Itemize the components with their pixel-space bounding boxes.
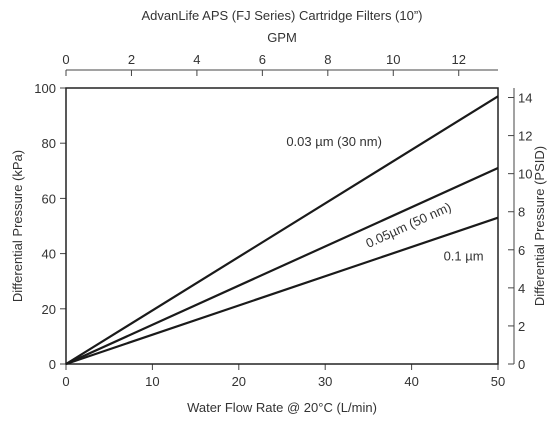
left-axis-tick-label: 60 (42, 191, 56, 206)
left-axis-tick-label: 40 (42, 247, 56, 262)
plot-frame (65, 87, 499, 365)
right-axis-tick-label: 4 (518, 281, 525, 296)
top-axis-tick-label: 8 (324, 52, 331, 67)
left-axis-tick-label: 80 (42, 136, 56, 151)
right-axis-tick-label: 14 (518, 91, 532, 106)
top-axis-tick-label: 10 (386, 52, 400, 67)
series-lines (65, 95, 499, 366)
series-label-2: 0.05µm (50 nm) (363, 199, 453, 251)
left-axis-tick-label: 20 (42, 302, 56, 317)
right-axis-label: Differential Pressure (PSID) (532, 146, 547, 306)
top-axis-label: GPM (267, 30, 297, 45)
bottom-axis-tick-label: 10 (145, 374, 159, 389)
series-line-1 (65, 95, 499, 365)
left-axis: 0 20 40 60 80 100 (34, 81, 66, 372)
left-axis-tick-label: 0 (49, 357, 56, 372)
right-axis-tick-label: 10 (518, 167, 532, 182)
left-axis-tick-label: 100 (34, 81, 56, 96)
top-axis-tick-label: 4 (193, 52, 200, 67)
top-axis-tick-label: 0 (62, 52, 69, 67)
right-axis-tick-label: 8 (518, 205, 525, 220)
chart-title: AdvanLife APS (FJ Series) Cartridge Filt… (141, 8, 422, 23)
top-axis-tick-label: 12 (451, 52, 465, 67)
right-axis-tick-label: 2 (518, 319, 525, 334)
left-axis-label: Differential Pressure (kPa) (10, 150, 25, 302)
series-annotations: 0.03 µm (30 nm) 0.05µm (50 nm)0.1 µm (286, 134, 483, 264)
bottom-axis-tick-label: 50 (491, 374, 505, 389)
series-line-2 (65, 167, 499, 366)
right-axis: 0 2 4 6 8 10 12 14 (508, 88, 532, 372)
top-axis-tick-label: 2 (128, 52, 135, 67)
right-axis-tick-label: 12 (518, 129, 532, 144)
bottom-axis-tick-label: 40 (404, 374, 418, 389)
bottom-axis-tick-label: 20 (232, 374, 246, 389)
top-axis-tick-label: 6 (259, 52, 266, 67)
right-axis-tick-label: 0 (518, 357, 525, 372)
bottom-axis-tick-label: 0 (62, 374, 69, 389)
top-axis: 0 2 4 6 8 10 12 (62, 52, 498, 76)
bottom-axis: 0 10 20 30 40 50 (62, 364, 505, 389)
right-axis-tick-label: 6 (518, 243, 525, 258)
bottom-axis-tick-label: 30 (318, 374, 332, 389)
series-label-3: 0.1 µm (444, 249, 484, 264)
bottom-axis-label: Water Flow Rate @ 20°C (L/min) (187, 400, 377, 415)
series-label-1: 0.03 µm (30 nm) (286, 134, 382, 149)
series-line-3 (65, 216, 499, 366)
